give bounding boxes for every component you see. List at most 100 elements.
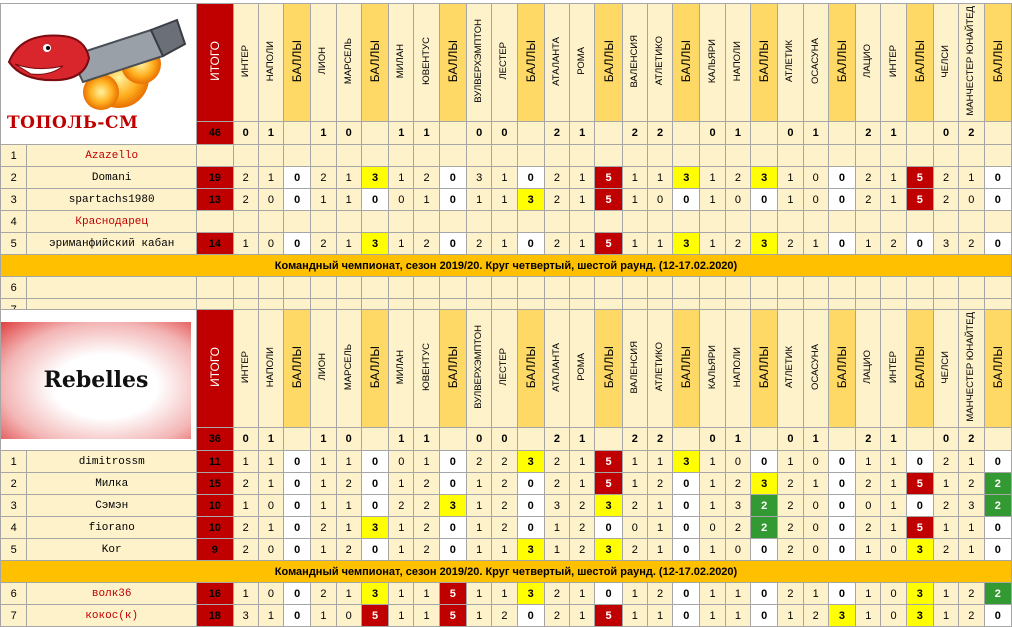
predicted-away-score: 1	[257, 516, 285, 539]
points-header: БАЛЛЫ	[594, 3, 623, 122]
points-cell: 0	[283, 538, 312, 561]
match-away-team: АТЛЕТИКО	[646, 3, 674, 122]
player-row: 5 эриманфийский кабан 14 1 0 0 2 1 3 1 2 0 2 1 0 2 1 5 1 1 3…	[0, 232, 1012, 255]
row-number: 1	[0, 144, 28, 167]
predicted-away-score: 2	[724, 232, 752, 255]
actual-away-score: 1	[724, 427, 752, 451]
points-cell	[438, 210, 468, 233]
points-cell	[983, 276, 1012, 299]
predicted-away-score: 1	[335, 232, 362, 255]
predicted-home-score: 2	[310, 232, 337, 255]
predicted-home-score: 1	[699, 582, 726, 605]
predicted-away-score: 1	[646, 538, 674, 561]
predicted-home-score: 2	[232, 166, 259, 189]
actual-home-score: 0	[932, 121, 960, 145]
points-cell: 5	[594, 188, 623, 211]
predicted-away-score: 2	[413, 472, 440, 495]
predicted-away-score: 0	[257, 538, 285, 561]
points-cell	[672, 144, 701, 167]
match-home-team: ИНТЕР	[232, 3, 259, 122]
predicted-away-score	[413, 210, 440, 233]
points-cell: 3	[516, 582, 545, 605]
match-home-team: МИЛАН	[388, 309, 415, 428]
actual-home-score: 2	[855, 427, 882, 451]
predicted-home-score: 1	[932, 582, 960, 605]
row-number: 4	[0, 210, 28, 233]
points-cell: 0	[672, 538, 701, 561]
row-number: 5	[0, 232, 28, 255]
row-number: 6	[0, 582, 28, 605]
team-total: 36	[196, 427, 234, 451]
points-cell-empty	[672, 427, 701, 451]
predicted-home-score: 1	[465, 494, 493, 517]
player-name: Azazello	[26, 144, 198, 167]
team-table-rebelles: Rebelles ИТОГО ИНТЕР НАПОЛИ БАЛЛЫ ЛИОН МАРСЕЛЬ…	[0, 309, 1012, 627]
shark-missile-icon	[7, 18, 187, 110]
predicted-home-score	[932, 210, 960, 233]
points-cell: 0	[438, 232, 468, 255]
round-banner: Командный чемпионат, сезон 2019/20. Круг…	[0, 560, 1012, 583]
predicted-home-score: 3	[465, 166, 493, 189]
predicted-home-score	[388, 144, 415, 167]
predicted-away-score	[335, 276, 362, 299]
predicted-home-score: 2	[310, 166, 337, 189]
points-cell	[594, 210, 623, 233]
predicted-away-score	[880, 276, 907, 299]
match-home-team: КАЛЬЯРИ	[699, 3, 726, 122]
points-cell: 0	[672, 188, 701, 211]
points-cell: 3	[516, 538, 545, 561]
points-cell: 2	[983, 494, 1012, 517]
points-header: БАЛЛЫ	[283, 3, 312, 122]
predicted-away-score	[958, 210, 985, 233]
points-cell: 0	[827, 166, 857, 189]
predicted-away-score: 1	[335, 516, 362, 539]
predicted-home-score: 2	[543, 472, 571, 495]
predicted-away-score: 2	[724, 472, 752, 495]
predicted-home-score	[777, 276, 804, 299]
points-cell: 5	[905, 516, 934, 539]
predicted-away-score: 1	[646, 494, 674, 517]
predicted-home-score: 1	[232, 450, 259, 473]
actual-away-score: 1	[413, 121, 440, 145]
points-cell	[360, 210, 390, 233]
match-home-team: МИЛАН	[388, 3, 415, 122]
predicted-away-score	[491, 144, 518, 167]
points-cell-empty	[438, 427, 468, 451]
predicted-away-score: 1	[569, 188, 596, 211]
player-row: 1 Azazello	[0, 144, 1012, 167]
predicted-away-score: 3	[724, 494, 752, 517]
points-cell: 0	[360, 472, 390, 495]
points-cell-empty	[594, 427, 623, 451]
player-row: 1 dimitrossm 11 1 1 0 1 1 0 0 1 0 2 2 3 2 1 5 1 1 3 1 0 0 1 0 0 1 1 0…	[0, 450, 1012, 473]
points-cell: 0	[438, 538, 468, 561]
points-cell: 0	[983, 232, 1012, 255]
points-cell-empty	[360, 427, 390, 451]
match-away-team: ОСАСУНА	[802, 3, 829, 122]
predicted-away-score	[646, 276, 674, 299]
match-away-team: МАНЧЕСТЕР ЮНАЙТЕД	[958, 309, 985, 428]
predicted-home-score: 0	[388, 450, 415, 473]
predicted-home-score	[621, 210, 648, 233]
player-name: волк36	[26, 582, 198, 605]
total-header: ИТОГО	[196, 3, 234, 122]
points-cell: 0	[516, 232, 545, 255]
points-cell: 0	[283, 494, 312, 517]
team-logo-text: Rebelles	[43, 367, 149, 393]
points-cell	[360, 276, 390, 299]
predicted-away-score: 1	[335, 188, 362, 211]
predicted-home-score: 1	[855, 582, 882, 605]
actual-away-score: 1	[802, 121, 829, 145]
match-away-team: РОМА	[569, 3, 596, 122]
predicted-away-score: 1	[646, 516, 674, 539]
predicted-away-score	[569, 210, 596, 233]
predicted-home-score: 2	[777, 232, 804, 255]
predicted-home-score: 1	[232, 582, 259, 605]
row-number: 4	[0, 516, 28, 539]
row-number: 3	[0, 188, 28, 211]
points-cell: 3	[905, 538, 934, 561]
predicted-away-score: 1	[880, 450, 907, 473]
predicted-away-score: 2	[491, 472, 518, 495]
predicted-away-score: 2	[646, 582, 674, 605]
points-cell: 3	[516, 188, 545, 211]
points-cell-empty	[283, 427, 312, 451]
